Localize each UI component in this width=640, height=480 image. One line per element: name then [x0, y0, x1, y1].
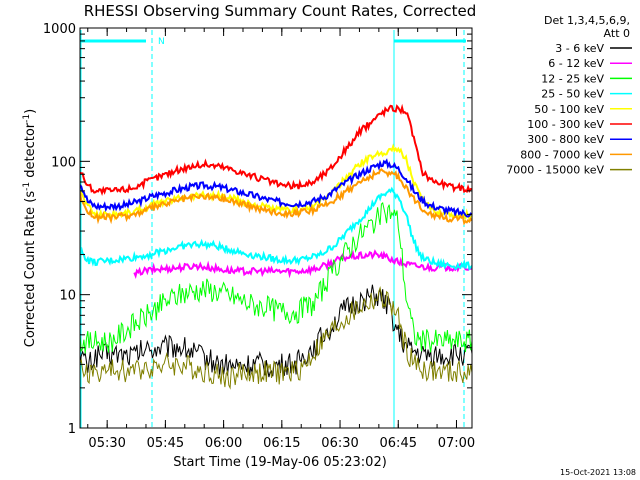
legend-header-line2: Att 0 — [604, 27, 630, 40]
axis-ticks: 05:30 05:45 06:00 06:15 06:30 06:45 07:00 1 10 10… — [43, 22, 475, 451]
footer-date: 15-Oct-2021 13:08 — [560, 468, 636, 477]
x-tick-label: 06:45 — [380, 436, 417, 451]
attenuator-markers: N — [80, 30, 466, 428]
legend-label: 100 - 300 keV — [527, 118, 604, 131]
legend-label: 3 - 6 keV — [555, 42, 604, 55]
legend-header-line1: Det 1,3,4,5,6,9, — [544, 14, 630, 27]
x-axis-label: Start Time (19-May-06 05:23:02) — [173, 455, 387, 470]
night-label: N — [158, 37, 165, 47]
series-line-2 — [133, 249, 472, 279]
series-lines — [80, 103, 472, 390]
x-tick-label: 05:30 — [88, 436, 125, 451]
legend-label: 7000 - 15000 keV — [506, 164, 604, 177]
series-line-9 — [80, 285, 472, 390]
series-line-3 — [80, 201, 472, 354]
x-tick-label: 06:00 — [205, 436, 242, 451]
series-line-6 — [80, 103, 472, 196]
legend-label: 800 - 7000 keV — [520, 148, 604, 161]
legend-label: 6 - 12 keV — [548, 57, 604, 70]
x-tick-label: 06:30 — [321, 436, 358, 451]
series-line-7 — [80, 158, 472, 218]
plot-area: N 05:30 05:45 06:00 06:15 06:30 06:45 07:00 1 10… — [43, 22, 475, 451]
x-tick-label: 06:15 — [263, 436, 300, 451]
legend-label: 12 - 25 keV — [541, 72, 604, 85]
series-line-4 — [80, 186, 472, 271]
legend: Det 1,3,4,5,6,9, Att 0 3 - 6 keV 6 - 12 k… — [506, 14, 632, 177]
y-axis-label: Corrected Count Rate (s-1 detector-1) — [22, 109, 38, 347]
legend-label: 50 - 100 keV — [534, 103, 604, 116]
plot-frame — [79, 27, 473, 429]
series-line-8 — [80, 167, 472, 226]
y-tick-label: 1000 — [43, 22, 76, 37]
y-tick-label: 10 — [59, 289, 76, 304]
legend-label: 300 - 800 keV — [527, 133, 604, 146]
x-tick-label: 05:45 — [147, 436, 184, 451]
x-tick-label: 07:00 — [438, 436, 475, 451]
y-tick-label: 1 — [68, 422, 76, 437]
chart-title: RHESSI Observing Summary Count Rates, Co… — [84, 2, 477, 20]
legend-label: 25 - 50 keV — [541, 88, 604, 101]
y-tick-label: 100 — [51, 155, 76, 170]
